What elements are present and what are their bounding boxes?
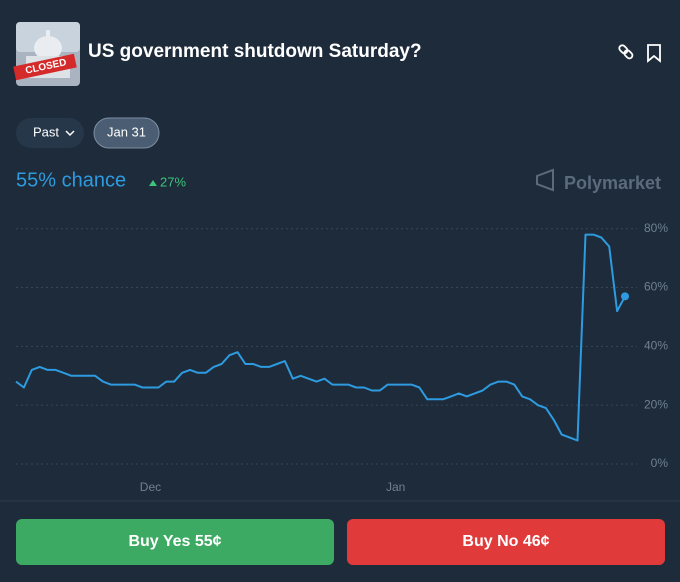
brand-name: Polymarket — [564, 173, 661, 193]
buy-yes-label: Buy Yes 55¢ — [128, 533, 221, 550]
market-title: US government shutdown Saturday? — [88, 41, 422, 62]
chance-text: 55% chance — [16, 169, 126, 191]
y-tick-label: 60% — [644, 280, 668, 294]
bookmark-icon[interactable] — [647, 44, 661, 63]
x-tick-label: Dec — [140, 480, 161, 494]
y-tick-label: 0% — [651, 456, 669, 470]
change-text: 27% — [160, 174, 186, 189]
last-point — [621, 292, 629, 301]
up-arrow — [149, 180, 157, 186]
buy-no-button[interactable]: Buy No 46¢ — [347, 519, 665, 565]
price-line — [15, 233, 626, 442]
range-dropdown[interactable]: Past — [16, 118, 84, 148]
date-pill[interactable]: Jan 31 — [93, 117, 160, 149]
link-icon[interactable] — [618, 44, 634, 60]
buy-yes-button[interactable]: Buy Yes 55¢ — [16, 519, 334, 565]
chart: 0% 20% 40% 60% 80% Dec Jan — [15, 221, 669, 494]
y-tick-label: 40% — [644, 339, 668, 353]
range-label: Past — [33, 124, 59, 139]
thumbnail: CLOSED — [13, 22, 80, 86]
x-tick-label: Jan — [386, 480, 405, 494]
brand-logo: Polymarket — [536, 168, 661, 193]
buy-no-label: Buy No 46¢ — [462, 533, 549, 550]
date-label: Jan 31 — [107, 124, 146, 139]
y-tick-label: 20% — [644, 397, 668, 411]
y-tick-label: 80% — [644, 221, 668, 235]
